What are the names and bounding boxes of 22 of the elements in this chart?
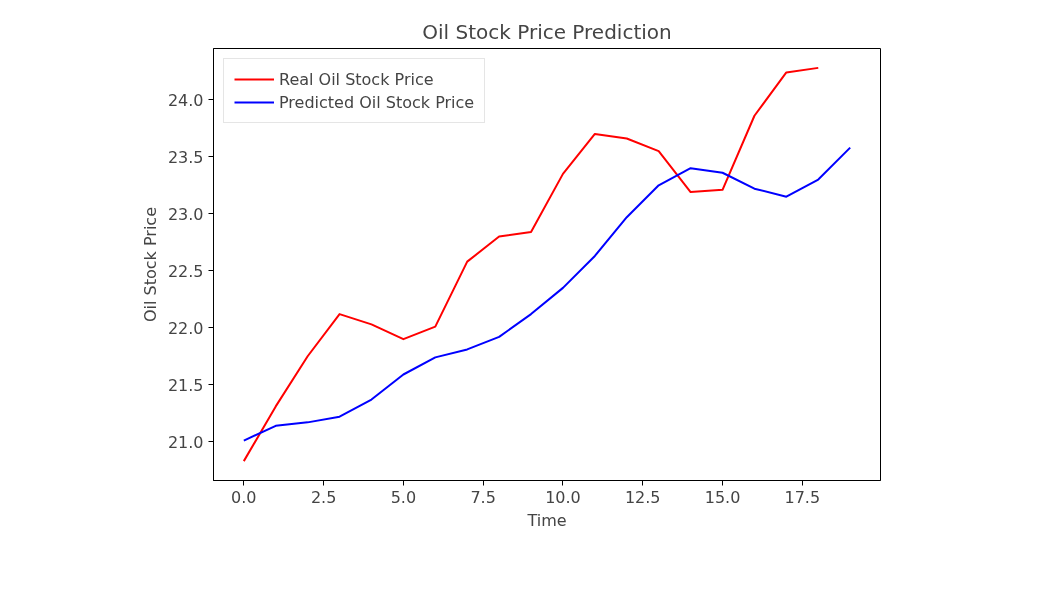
legend-label: Real Oil Stock Price [279,69,434,89]
y-tick-label: 21.5 [167,375,204,395]
x-tick-label: 7.5 [470,487,496,507]
x-tick-label: 2.5 [310,487,337,507]
line-series [242,146,852,442]
x-tick-label: 10.0 [545,487,581,507]
x-tick-label: 17.5 [784,487,821,507]
y-tick-label: 22.0 [167,318,204,338]
x-tick-label: 0.0 [231,487,257,507]
line-series [242,66,820,463]
y-axis-title: Oil Stock Price [140,207,160,322]
x-tick-label: 15.0 [704,487,741,507]
y-tick-label: 23.5 [167,147,204,167]
legend-label: Predicted Oil Stock Price [279,92,475,112]
x-axis-title: Time [526,510,567,530]
y-tick-label: 23.0 [167,204,204,224]
x-tick-label: 12.5 [624,487,661,507]
y-tick-label: 24.0 [167,90,204,110]
x-tick-label: 5.0 [390,487,417,507]
y-tick-label: 21.0 [167,432,204,452]
chart-title: Oil Stock Price Prediction [422,19,672,44]
y-tick-label: 22.5 [167,261,204,281]
